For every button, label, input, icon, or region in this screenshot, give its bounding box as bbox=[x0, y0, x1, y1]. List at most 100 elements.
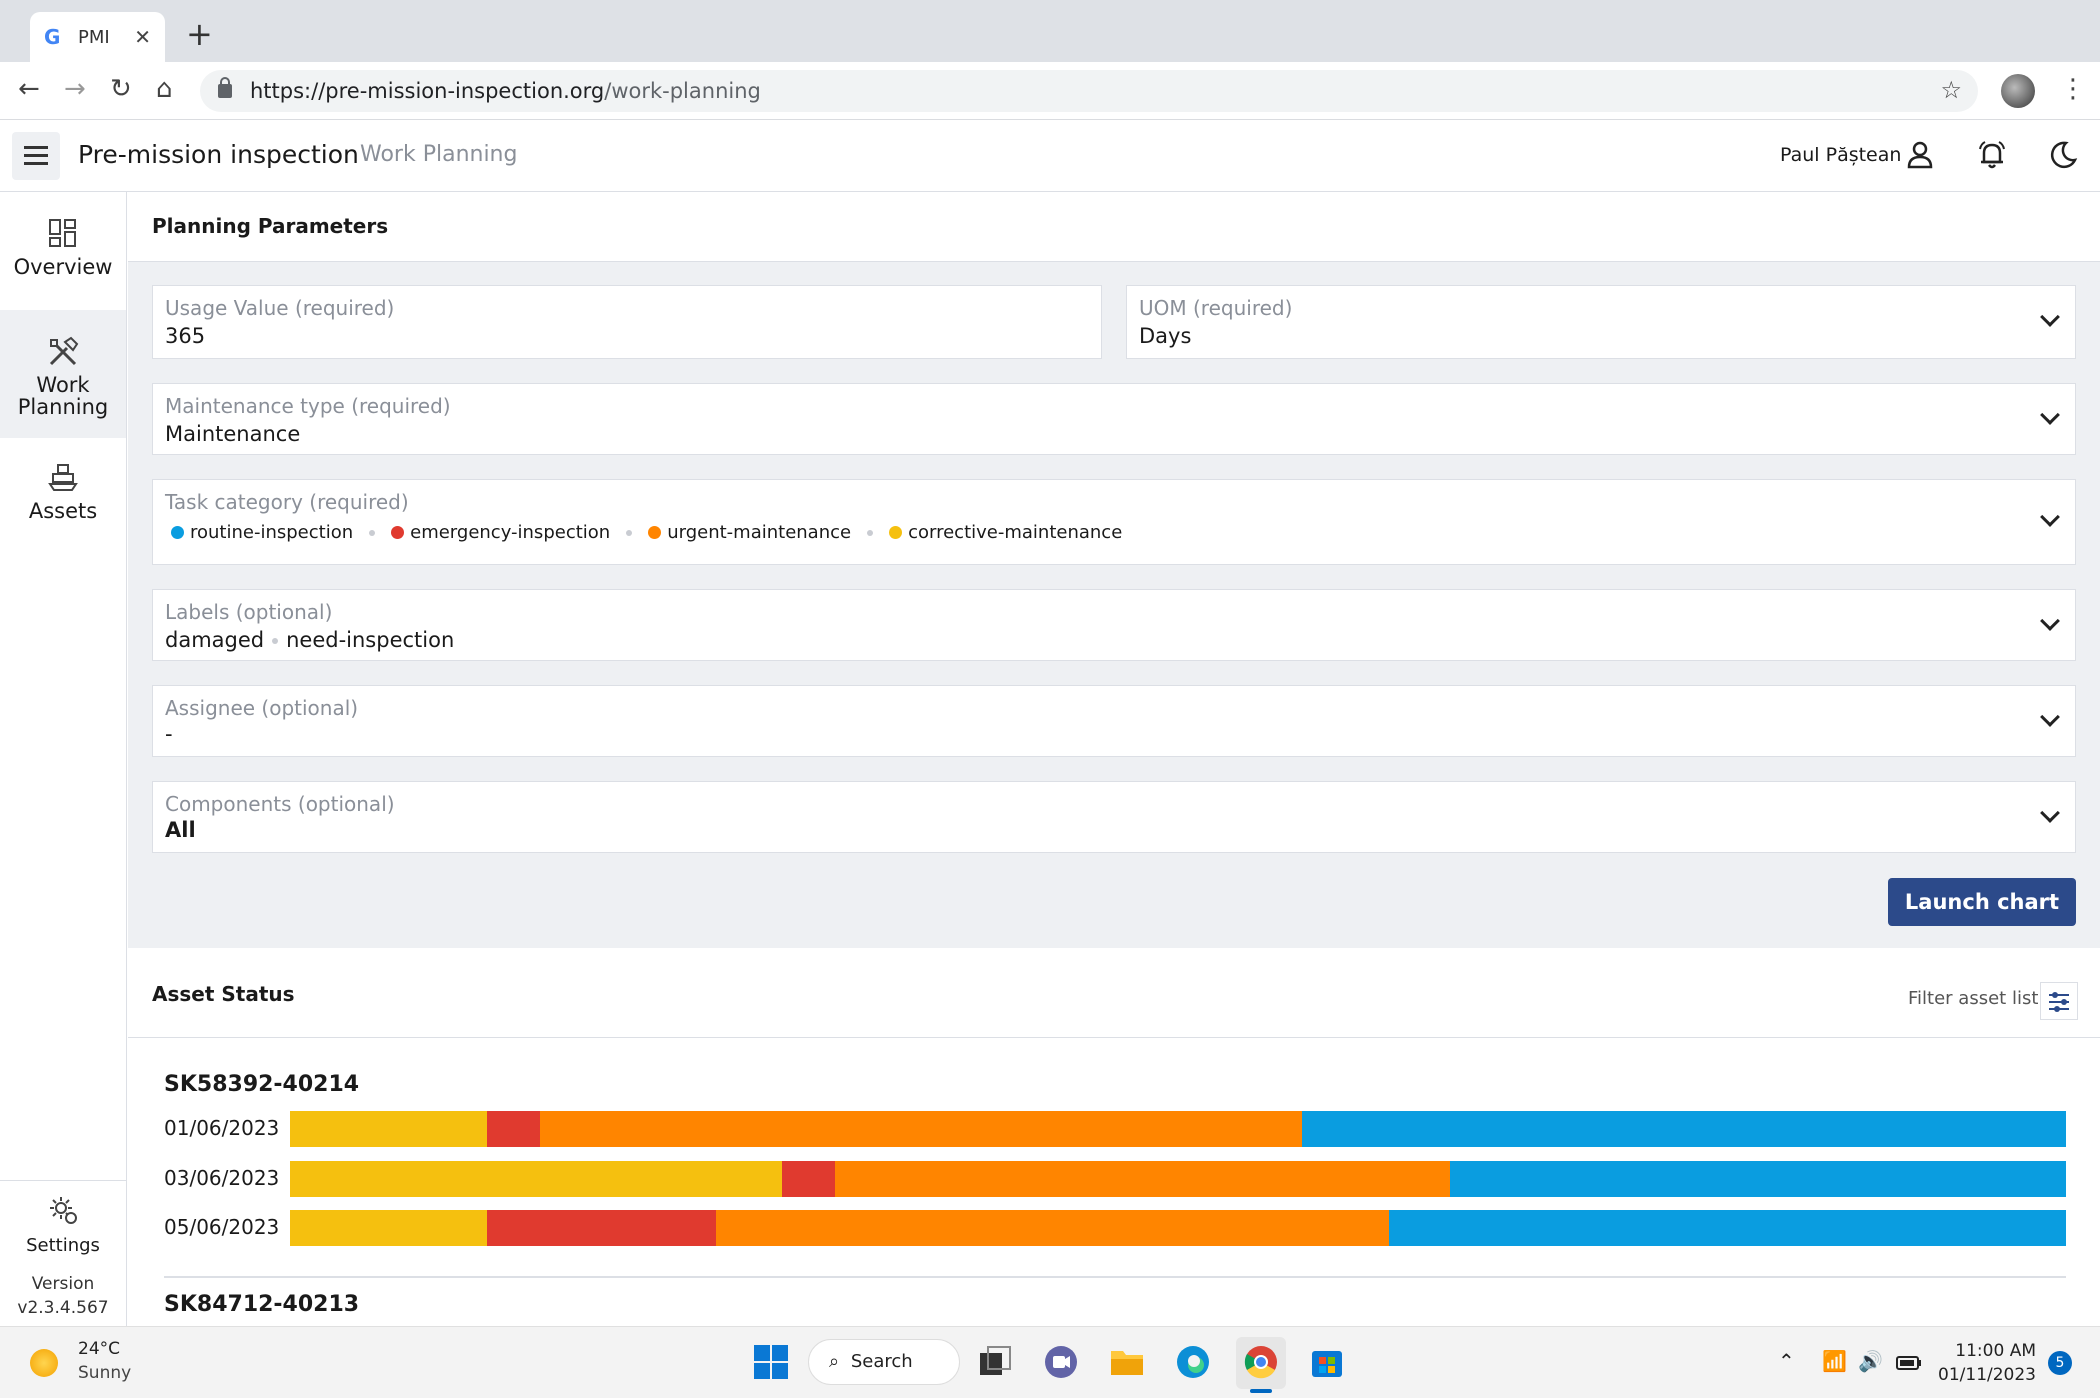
asset-id[interactable]: SK84712-40213 bbox=[164, 1292, 360, 1317]
forward-arrow-icon[interactable]: → bbox=[64, 74, 86, 104]
corrective-maintenance-segment[interactable] bbox=[290, 1161, 782, 1197]
windows-start-icon[interactable] bbox=[752, 1343, 790, 1381]
chevron-down-icon[interactable] bbox=[2040, 803, 2060, 823]
lock-icon bbox=[218, 77, 232, 98]
sidebar-item-settings[interactable]: Settings bbox=[0, 1180, 126, 1268]
sidebar-item-work-planning[interactable]: Work Planning bbox=[0, 310, 126, 438]
wifi-icon[interactable]: 📶 bbox=[1822, 1349, 1847, 1373]
status-bar[interactable] bbox=[290, 1210, 2066, 1246]
launch-chart-button[interactable]: Launch chart bbox=[1888, 878, 2076, 926]
labels-select[interactable]: Labels (optional) damaged need-inspection bbox=[152, 589, 2076, 661]
corrective-maintenance-segment[interactable] bbox=[290, 1210, 488, 1246]
user-icon[interactable] bbox=[1905, 140, 1935, 170]
components-value: All bbox=[165, 818, 196, 842]
chevron-down-icon[interactable] bbox=[2040, 405, 2060, 425]
sun-weather-icon[interactable] bbox=[30, 1349, 58, 1377]
bell-alert-icon[interactable] bbox=[1977, 140, 2007, 170]
user-name[interactable]: Paul Păștean bbox=[1780, 144, 1902, 166]
page-title: Work Planning bbox=[360, 142, 518, 167]
usage-value-input[interactable]: 365 bbox=[165, 324, 206, 348]
filter-sliders-icon[interactable] bbox=[2040, 982, 2078, 1020]
emergency-inspection-segment[interactable] bbox=[487, 1111, 541, 1147]
sidebar-item-label: Overview bbox=[13, 255, 113, 279]
chip-label: routine-inspection bbox=[190, 522, 354, 543]
asset-id[interactable]: SK58392-40214 bbox=[164, 1072, 360, 1097]
clock-time: 11:00 AM bbox=[1955, 1341, 2036, 1361]
file-explorer-icon[interactable] bbox=[1108, 1343, 1146, 1381]
profile-avatar[interactable] bbox=[2001, 74, 2035, 108]
chevron-down-icon[interactable] bbox=[2040, 611, 2060, 631]
sidebar-item-assets[interactable]: Assets bbox=[0, 448, 126, 548]
maintenance-type-select[interactable]: Maintenance type (required) Maintenance bbox=[152, 383, 2076, 455]
separator-dot bbox=[272, 638, 279, 644]
label-tag[interactable]: need-inspection bbox=[286, 628, 455, 652]
tray-chevron-up-icon[interactable]: ⌃ bbox=[1778, 1349, 1795, 1373]
browser-menu-icon[interactable]: ⋮ bbox=[2060, 74, 2086, 104]
label-tag[interactable]: damaged bbox=[165, 628, 265, 652]
chevron-down-icon[interactable] bbox=[2040, 707, 2060, 727]
microsoft-store-icon[interactable] bbox=[1308, 1343, 1346, 1381]
urgent-maintenance-segment[interactable] bbox=[716, 1210, 1390, 1246]
taskbar-search[interactable]: ⌕ Search bbox=[808, 1339, 960, 1385]
address-bar[interactable]: https://pre-mission-inspection.org/work-… bbox=[200, 70, 1978, 112]
close-tab-icon[interactable]: ✕ bbox=[134, 25, 151, 49]
urgent-maintenance-dot-icon bbox=[648, 526, 662, 539]
hamburger-menu-button[interactable] bbox=[12, 132, 60, 180]
corrective-maintenance-segment[interactable] bbox=[290, 1111, 488, 1147]
chip-routine-inspection[interactable]: routine-inspection bbox=[163, 522, 361, 543]
task-view-icon[interactable] bbox=[976, 1343, 1014, 1381]
urgent-maintenance-segment[interactable] bbox=[835, 1161, 1450, 1197]
teams-chat-icon[interactable] bbox=[1042, 1343, 1080, 1381]
emergency-inspection-segment[interactable] bbox=[487, 1210, 717, 1246]
back-arrow-icon[interactable]: ← bbox=[18, 74, 40, 104]
assignee-select[interactable]: Assignee (optional) - bbox=[152, 685, 2076, 757]
task-category-select[interactable]: Task category (required) routine-inspect… bbox=[152, 479, 2076, 565]
sidebar-item-label: Work bbox=[36, 373, 90, 397]
version-info: Version v2.3.4.567 bbox=[0, 1272, 126, 1320]
volume-icon[interactable]: 🔊 bbox=[1858, 1349, 1883, 1373]
search-icon: ⌕ bbox=[829, 1351, 840, 1372]
chevron-down-icon[interactable] bbox=[2040, 507, 2060, 527]
chrome-browser-icon[interactable] bbox=[1242, 1343, 1280, 1381]
search-label: Search bbox=[850, 1351, 913, 1372]
sidebar-item-overview[interactable]: Overview bbox=[0, 202, 126, 302]
chip-emergency-inspection[interactable]: emergency-inspection bbox=[383, 522, 618, 543]
routine-inspection-segment[interactable] bbox=[1389, 1210, 2066, 1246]
system-clock[interactable]: 11:00 AM 01/11/2023 bbox=[1930, 1339, 2036, 1387]
separator-dot bbox=[867, 529, 874, 536]
assignee-value: - bbox=[165, 722, 173, 746]
status-bar[interactable] bbox=[290, 1161, 2066, 1197]
task-category-label: Task category (required) bbox=[165, 490, 409, 514]
chip-label: corrective-maintenance bbox=[908, 522, 1123, 543]
urgent-maintenance-segment[interactable] bbox=[540, 1111, 1303, 1147]
separator-dot bbox=[369, 529, 376, 536]
chip-urgent-maintenance[interactable]: urgent-maintenance bbox=[640, 522, 859, 543]
emergency-inspection-segment[interactable] bbox=[781, 1161, 836, 1197]
reload-icon[interactable]: ↻ bbox=[110, 74, 132, 104]
notification-badge[interactable]: 5 bbox=[2048, 1351, 2072, 1375]
row-date: 05/06/2023 bbox=[164, 1215, 280, 1239]
app-header: Pre-mission inspection Work Planning Pau… bbox=[0, 120, 2100, 192]
components-select[interactable]: Components (optional) All bbox=[152, 781, 2076, 853]
edge-browser-icon[interactable] bbox=[1174, 1343, 1212, 1381]
new-tab-button[interactable]: + bbox=[186, 15, 213, 53]
browser-tab[interactable]: G PMI ✕ bbox=[30, 12, 165, 62]
battery-icon[interactable] bbox=[1896, 1355, 1922, 1371]
chip-corrective-maintenance[interactable]: corrective-maintenance bbox=[881, 522, 1130, 543]
status-bar[interactable] bbox=[290, 1111, 2066, 1147]
tools-icon bbox=[49, 336, 79, 366]
routine-inspection-segment[interactable] bbox=[1302, 1111, 2066, 1147]
home-icon[interactable]: ⌂ bbox=[156, 74, 173, 104]
routine-inspection-segment[interactable] bbox=[1449, 1161, 2066, 1197]
usage-value-field[interactable]: Usage Value (required) 365 bbox=[152, 285, 1102, 359]
uom-select[interactable]: UOM (required) Days bbox=[1126, 285, 2076, 359]
task-category-chips: routine-inspection emergency-inspection … bbox=[163, 522, 1130, 543]
dark-mode-moon-icon[interactable] bbox=[2048, 140, 2078, 170]
weather-temperature: 24°C bbox=[78, 1339, 121, 1359]
windows-taskbar: 24°C Sunny ⌕ Search ⌃ 📶 🔊 11:00 AM 01/11… bbox=[0, 1326, 2100, 1398]
chevron-down-icon[interactable] bbox=[2040, 307, 2060, 327]
browser-tabstrip: G PMI ✕ + bbox=[0, 0, 2100, 62]
bookmark-star-icon[interactable]: ☆ bbox=[1940, 76, 1962, 104]
settings-label: Settings bbox=[26, 1235, 100, 1256]
sidebar-item-label: Planning bbox=[17, 395, 109, 419]
